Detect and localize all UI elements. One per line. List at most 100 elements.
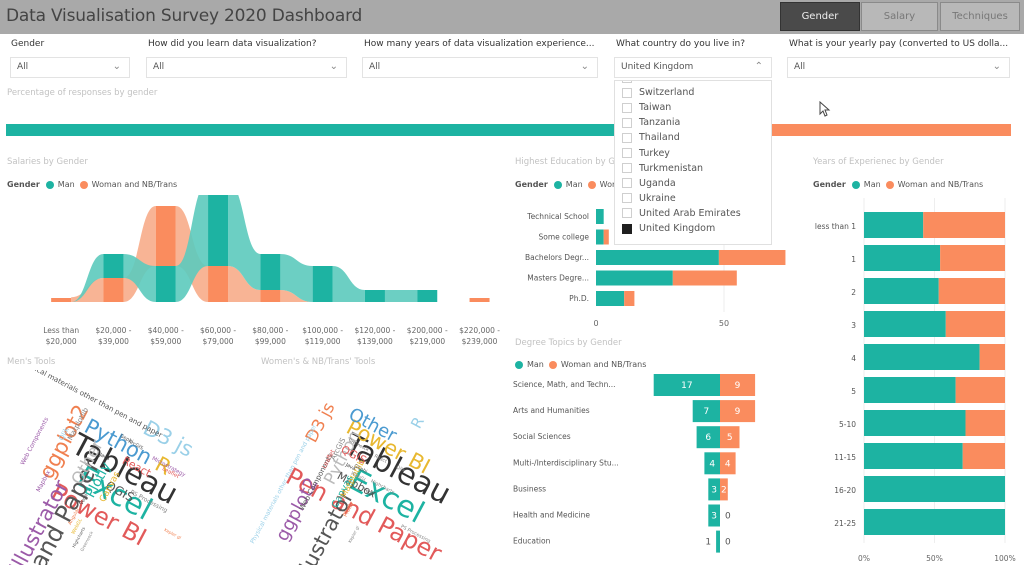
checkbox-icon[interactable] [622,148,632,158]
salary-ribbon-man [228,195,261,290]
country-option[interactable]: United Kingdom [622,223,715,234]
salary-tick-label: $239,000 [462,337,498,346]
experience-bar-man [864,509,1005,535]
degree-value-man: 4 [709,459,715,469]
degree-topics-title: Degree Topics by Gender [515,338,622,348]
gender-slicer[interactable]: All ⌄ [10,57,130,78]
salaries-legend: Gender Man Woman and NB/Trans [7,180,177,189]
country-option[interactable]: Taiwan [622,102,671,113]
experience-bar-man [864,212,924,238]
pay-slicer[interactable]: All ⌄ [787,57,1010,78]
experience-x-tick: 100% [994,554,1015,563]
wordcloud-word: Java [344,462,357,473]
experience-category-label: 2 [851,288,856,297]
nav-button-gender[interactable]: Gender [780,2,860,31]
experience-slicer-value: All [369,62,381,72]
salary-bar-man [312,266,333,302]
pct-bar-man [6,124,760,136]
education-bar-man [596,229,604,245]
salaries-chart: Less than $20,000 $20,000 - $39,000 $40,000 … [43,195,500,346]
country-option[interactable]: Ukraine [622,193,676,204]
legend-woman: Woman and NB/Trans [560,360,647,369]
checkbox-icon[interactable] [622,102,632,113]
education-bar-woman [624,291,635,306]
degree-bar-man [708,504,720,527]
title-bar: Data Visualisation Survey 2020 Dashboard… [0,0,1024,34]
country-option[interactable]: Turkey [622,148,670,159]
country-slicer[interactable]: United Kingdom ⌃ [614,57,772,78]
salary-bar-man [103,254,124,278]
wordcloud-word: R [407,414,428,432]
degree-category-label: Business [513,484,546,493]
legend-man-dot [515,360,523,369]
salary-tick-label: $119,000 [305,337,341,346]
womens-tools-title: Women's & NB/Trans' Tools [261,357,376,367]
experience-bar-man [864,245,941,271]
checkbox-icon[interactable] [622,117,632,128]
salary-bar-man [260,254,281,290]
chevron-down-icon: ⌄ [992,61,1001,72]
experience-category-label: 5-10 [839,420,856,429]
education-bar-man [596,209,604,224]
legend-woman-dot [548,360,557,369]
experience-bar-man [864,278,939,304]
salary-tick-label: $20,000 - [95,326,131,335]
experience-bar-woman [965,410,1005,436]
legend-man: Man [863,180,881,189]
experience-bar-man [864,410,966,436]
mens-tools-title: Men's Tools [7,357,56,367]
nav-button-techniques[interactable]: Techniques [940,2,1020,31]
checkbox-icon[interactable] [622,178,632,189]
country-option[interactable]: Switzerland [622,87,694,98]
experience-bar-woman [940,245,1005,271]
checkbox-icon[interactable] [622,208,632,219]
degree-category-label: Multi-/Interdisciplinary Stu... [513,458,619,467]
learn-slicer[interactable]: All ⌄ [146,57,347,78]
country-option[interactable]: Sweden [622,81,677,83]
salaries-title: Salaries by Gender [7,157,88,167]
country-option[interactable]: Thailand [622,132,680,143]
checkbox-icon[interactable] [622,87,632,98]
legend-woman: Woman and NB/Trans [897,180,984,189]
experience-slicer[interactable]: All ⌄ [362,57,598,78]
checkbox-icon[interactable] [622,81,632,83]
degree-value-woman: 9 [735,407,741,417]
education-x-tick: 0 [593,319,598,328]
country-option[interactable]: Turkmenistan [622,163,703,174]
pay-slicer-label: What is your yearly pay (converted to US… [789,39,1009,49]
country-option-label: Tanzania [639,117,681,129]
experience-bar-woman [962,443,1005,469]
country-option-label: United Kingdom [639,223,716,234]
salary-tick-label: $100,000 - [302,326,343,335]
degree-category-label: Arts and Humanities [513,406,590,415]
checkbox-icon[interactable] [622,132,632,143]
salary-tick-label: $220,000 - [459,326,500,335]
degree-value-woman: 4 [725,459,731,469]
education-bar-man [596,270,673,286]
degree-bar-man [692,400,720,423]
legend-man-dot [553,180,562,189]
salary-bar-woman [155,206,176,266]
salary-bar-woman [208,266,229,302]
checkbox-icon[interactable] [622,193,632,204]
experience-bar-woman [938,278,1005,304]
education-category-label: Some college [538,233,589,242]
salary-tick-label: $79,000 [203,337,234,346]
country-option[interactable]: Uganda [622,178,676,189]
nav-button-salary[interactable]: Salary [861,2,938,31]
degree-value-woman: 9 [735,381,741,391]
experience-bar-man [864,443,963,469]
country-dropdown-list[interactable]: Sweden Switzerland Taiwan Tanzania Thailand T… [614,80,772,245]
country-option-label: Thailand [639,132,680,144]
degree-bar-man [704,452,720,475]
wordcloud-word: Java [98,452,111,463]
country-slicer-value: United Kingdom [621,62,694,72]
checkbox-checked-icon[interactable] [622,223,632,234]
degree-value-man: 6 [705,433,711,443]
legend-woman-dot [79,180,88,189]
checkbox-icon[interactable] [622,163,632,174]
country-option[interactable]: United Arab Emirates [622,208,741,219]
country-option[interactable]: Tanzania [622,117,680,128]
salary-tick-label: $39,000 [98,337,129,346]
